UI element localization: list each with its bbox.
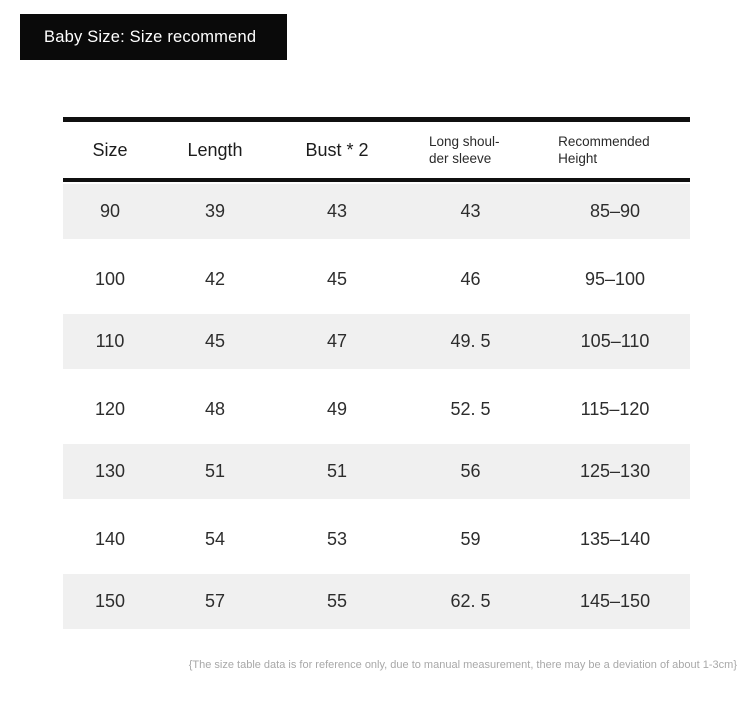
title-banner: Baby Size: Size recommend [20, 14, 287, 60]
banner-title: Baby Size: Size recommend [44, 27, 257, 46]
table-header-row: Size Length Bust * 2 Long shoul- der sle… [63, 117, 690, 182]
table-row: 140 54 53 59 135–140 [63, 507, 690, 572]
table-row: 90 39 43 43 85–90 [63, 182, 690, 247]
cell-bust: 53 [326, 529, 347, 549]
cell-size: 100 [95, 269, 126, 289]
table-row: 120 48 49 52. 5 115–120 [63, 377, 690, 442]
cell-height: 85–90 [590, 201, 641, 221]
cell-bust: 49 [326, 399, 347, 419]
cell-bust: 45 [326, 269, 347, 289]
cell-size: 90 [100, 201, 121, 221]
cell-size: 110 [95, 331, 125, 351]
column-header-recommended-height: Recommended Height [540, 133, 690, 167]
cell-length: 45 [205, 331, 226, 351]
cell-length: 48 [205, 399, 226, 419]
cell-length: 54 [205, 529, 226, 549]
column-header-label: Size [92, 139, 128, 160]
cell-shoulder: 43 [460, 201, 481, 221]
column-header-shoulder-sleeve: Long shoul- der sleeve [401, 133, 540, 167]
cell-size: 150 [95, 591, 126, 611]
cell-height: 115–120 [580, 399, 650, 419]
cell-length: 51 [205, 461, 226, 481]
cell-height: 135–140 [580, 529, 651, 549]
cell-shoulder: 49. 5 [450, 331, 491, 351]
footnote: {The size table data is for reference on… [188, 659, 737, 671]
cell-shoulder: 46 [460, 269, 481, 289]
cell-size: 120 [95, 399, 126, 419]
column-header-label: der sleeve [428, 151, 492, 166]
cell-length: 39 [205, 201, 226, 221]
cell-length: 57 [205, 591, 226, 611]
table-row: 150 57 55 62. 5 145–150 [63, 572, 690, 637]
column-header-label: Height [558, 151, 598, 166]
cell-bust: 55 [326, 591, 347, 611]
cell-height: 125–130 [580, 461, 651, 481]
cell-size: 130 [95, 461, 126, 481]
cell-shoulder: 62. 5 [450, 591, 491, 611]
column-header-label: Recommended [558, 134, 650, 149]
cell-height: 145–150 [580, 591, 651, 611]
cell-size: 140 [95, 529, 126, 549]
table-row: 110 45 47 49. 5 105–110 [63, 312, 690, 377]
cell-length: 42 [205, 269, 226, 289]
cell-bust: 47 [326, 331, 347, 351]
cell-height: 105–110 [580, 331, 650, 351]
column-header-length: Length [157, 140, 273, 161]
table-row: 130 51 51 56 125–130 [63, 442, 690, 507]
cell-bust: 43 [326, 201, 347, 221]
table-row: 100 42 45 46 95–100 [63, 247, 690, 312]
cell-shoulder: 59 [460, 529, 481, 549]
column-header-label: Length [187, 139, 243, 160]
size-table: Size Length Bust * 2 Long shoul- der sle… [63, 117, 690, 637]
cell-bust: 51 [326, 461, 347, 481]
cell-shoulder: 56 [460, 461, 481, 481]
cell-height: 95–100 [585, 269, 646, 289]
column-header-size: Size [63, 140, 157, 161]
cell-shoulder: 52. 5 [450, 399, 491, 419]
column-header-label: Bust * 2 [305, 139, 369, 160]
column-header-label: Long shoul- [428, 134, 500, 149]
column-header-bust: Bust * 2 [273, 140, 401, 161]
